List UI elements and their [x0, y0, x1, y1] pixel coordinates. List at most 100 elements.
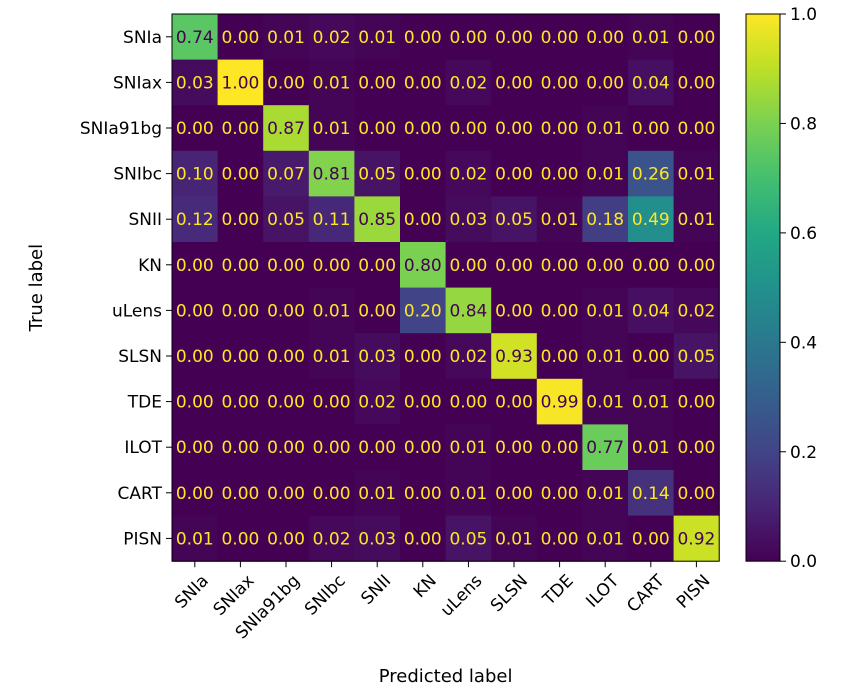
cell-value-label: 0.01	[586, 484, 624, 504]
heatmap-cell	[491, 287, 538, 334]
heatmap-cell	[536, 333, 583, 380]
x-axis-title: Predicted label	[379, 666, 513, 687]
heatmap-cell	[491, 515, 538, 562]
heatmap-cell	[217, 59, 264, 106]
heatmap-cell	[673, 378, 720, 425]
cell-value-label: 0.01	[632, 28, 670, 48]
cell-value-label: 0.74	[176, 28, 214, 48]
y-tick-label: PISN	[123, 529, 162, 549]
cell-value-label: 0.02	[449, 73, 487, 93]
cell-value-label: 0.00	[541, 165, 579, 185]
cell-value-label: 0.00	[586, 73, 624, 93]
heatmap-cell	[263, 378, 310, 425]
heatmap-cell	[400, 59, 447, 106]
heatmap-cell	[354, 333, 401, 380]
heatmap-cell	[354, 424, 401, 471]
cell-value-label: 0.00	[404, 210, 442, 230]
heatmap-cell	[536, 14, 583, 61]
heatmap-cell	[263, 150, 310, 197]
heatmap-cell	[263, 14, 310, 61]
heatmap-cell	[263, 424, 310, 471]
cell-value-label: 0.01	[541, 210, 579, 230]
cell-value-label: 0.03	[449, 210, 487, 230]
heatmap-cell	[673, 105, 720, 152]
x-tick-label: SNII	[357, 571, 395, 609]
heatmap-cell	[536, 150, 583, 197]
x-tick-label: uLens	[437, 571, 487, 621]
heatmap-cell	[217, 196, 264, 243]
heatmap-cell	[628, 196, 675, 243]
heatmap-cell	[491, 424, 538, 471]
heatmap-cell	[308, 14, 355, 61]
heatmap-cell	[628, 333, 675, 380]
cell-value-label: 0.00	[404, 347, 442, 367]
cell-value-label: 0.00	[404, 484, 442, 504]
heatmap-cell	[172, 424, 219, 471]
colorbar-tick-label: 0.0	[790, 552, 817, 572]
cell-value-label: 0.02	[358, 393, 396, 413]
heatmap-cell	[582, 333, 629, 380]
heatmap-cell	[217, 515, 264, 562]
heatmap-cell	[628, 470, 675, 517]
cell-value-label: 0.93	[495, 347, 533, 367]
heatmap-cell	[445, 14, 492, 61]
cell-value-label: 0.04	[632, 301, 670, 321]
heatmap-cell	[628, 287, 675, 334]
heatmap-cell	[217, 150, 264, 197]
heatmap-cell	[628, 424, 675, 471]
cell-value-label: 0.00	[449, 256, 487, 276]
cell-value-label: 0.01	[586, 529, 624, 549]
heatmap-cell	[582, 424, 629, 471]
heatmap-cell	[628, 105, 675, 152]
cell-value-label: 0.00	[632, 529, 670, 549]
cell-value-label: 0.00	[267, 256, 305, 276]
cell-value-label: 0.20	[404, 301, 442, 321]
cell-value-label: 0.01	[313, 73, 351, 93]
heatmap-cell	[628, 59, 675, 106]
heatmap-cell	[491, 333, 538, 380]
heatmap-cell	[354, 150, 401, 197]
heatmap-cell	[400, 470, 447, 517]
heatmap-cell	[354, 470, 401, 517]
y-tick-label: KN	[138, 256, 162, 276]
heatmap-cell	[582, 196, 629, 243]
cell-value-label: 0.00	[677, 119, 715, 139]
heatmap-cell	[628, 378, 675, 425]
heatmap-cell	[172, 287, 219, 334]
cell-value-label: 0.00	[221, 301, 259, 321]
cell-value-label: 0.14	[632, 484, 670, 504]
heatmap-cell	[582, 287, 629, 334]
cell-value-label: 0.00	[358, 438, 396, 458]
cell-value-label: 0.00	[176, 484, 214, 504]
cell-value-label: 0.00	[495, 484, 533, 504]
cell-value-label: 0.00	[677, 393, 715, 413]
heatmap-cell	[308, 378, 355, 425]
cell-value-label: 0.49	[632, 210, 670, 230]
cell-value-label: 0.00	[267, 73, 305, 93]
cell-value-label: 0.00	[495, 119, 533, 139]
colorbar-tick-label: 0.6	[790, 224, 817, 244]
heatmap-cell	[491, 150, 538, 197]
y-tick-label: TDE	[127, 393, 162, 413]
heatmap-cell	[445, 470, 492, 517]
heatmap-cell	[172, 515, 219, 562]
heatmap-cell	[308, 287, 355, 334]
cell-value-label: 0.00	[632, 119, 670, 139]
cell-value-label: 0.01	[586, 347, 624, 367]
cell-value-label: 0.00	[221, 393, 259, 413]
cell-value-label: 0.00	[586, 28, 624, 48]
heatmap-cell	[354, 378, 401, 425]
y-tick-label: SLSN	[118, 347, 162, 367]
cell-value-label: 0.00	[267, 347, 305, 367]
heatmap-cell	[172, 470, 219, 517]
heatmap-cell	[400, 333, 447, 380]
cell-value-label: 0.00	[313, 393, 351, 413]
cell-value-label: 0.02	[677, 301, 715, 321]
heatmap-cell	[308, 515, 355, 562]
cell-value-label: 0.00	[541, 484, 579, 504]
heatmap-cell	[536, 424, 583, 471]
heatmap-cell	[673, 196, 720, 243]
heatmap-cell	[354, 14, 401, 61]
cell-value-label: 0.01	[176, 529, 214, 549]
